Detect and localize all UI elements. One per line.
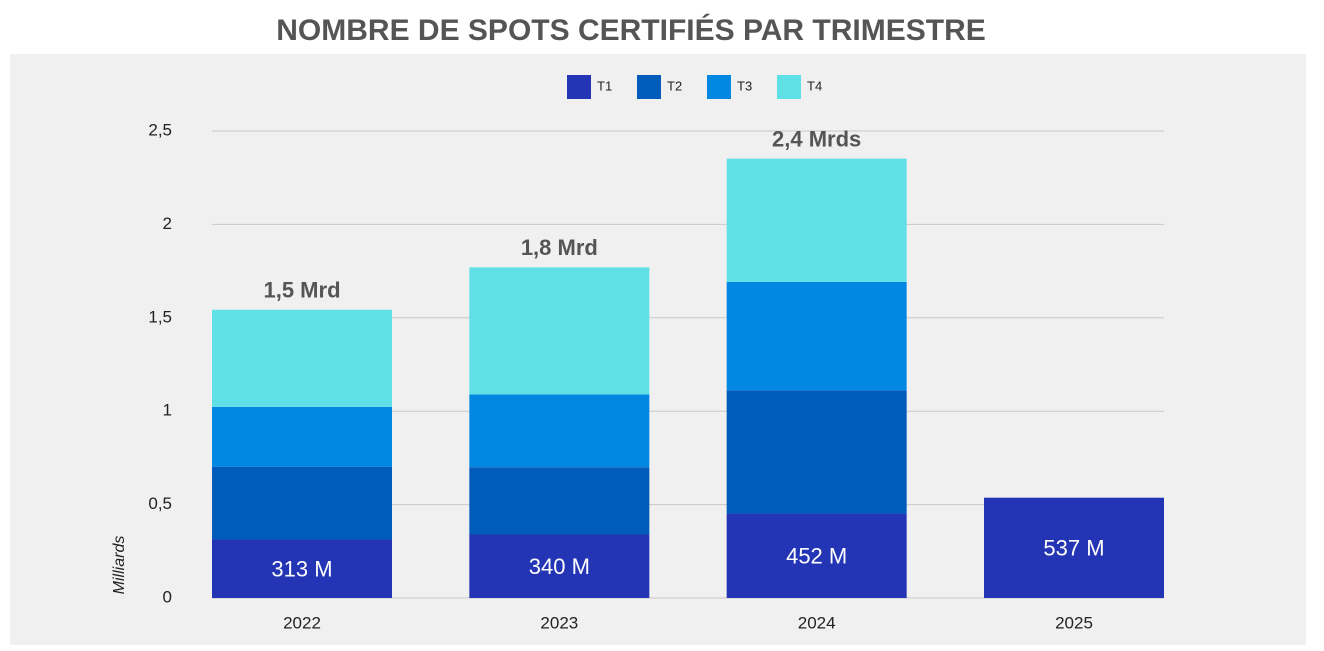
bar-segment [726, 281, 907, 391]
legend-label: T1 [597, 78, 612, 93]
total-label: 1,8 Mrd [521, 235, 598, 260]
bar-segment [984, 497, 1164, 598]
x-tick-label: 2022 [283, 613, 321, 632]
x-tick-label: 2024 [798, 613, 836, 632]
y-tick-label: 2 [163, 214, 172, 233]
bar-segment [469, 534, 650, 598]
bar-segment [212, 466, 392, 540]
legend-swatch [637, 75, 661, 99]
y-tick-label: 0 [163, 587, 172, 606]
legend-label: T2 [667, 78, 682, 93]
bar-segment [212, 406, 392, 467]
bar-segment [469, 467, 650, 535]
y-axis-label: Milliards [111, 536, 128, 595]
bar-segment [726, 390, 907, 514]
bar-segment [469, 394, 650, 468]
bar-segment [726, 158, 907, 282]
legend-label: T3 [737, 78, 752, 93]
x-tick-label: 2025 [1055, 613, 1093, 632]
y-tick-label: 0,5 [148, 494, 172, 513]
total-label: 2,4 Mrds [772, 126, 861, 151]
legend-swatch [707, 75, 731, 99]
value-label: 537 M [1043, 536, 1104, 561]
y-tick-label: 2,5 [148, 120, 172, 139]
total-label: 1,5 Mrd [263, 278, 340, 303]
legend-swatch [777, 75, 801, 99]
value-label: 340 M [529, 554, 590, 579]
bar-segment [726, 513, 907, 598]
y-tick-label: 1 [163, 401, 172, 420]
bar-segment [469, 267, 650, 395]
value-label: 452 M [786, 544, 847, 569]
legend-swatch [567, 75, 591, 99]
bar-segment [212, 309, 392, 407]
y-tick-label: 1,5 [148, 307, 172, 326]
legend-label: T4 [807, 78, 822, 93]
x-tick-label: 2023 [540, 613, 578, 632]
bar-segment [212, 539, 392, 598]
value-label: 313 M [271, 557, 332, 582]
chart-title: NOMBRE DE SPOTS CERTIFIÉS PAR TRIMESTRE [276, 13, 986, 47]
